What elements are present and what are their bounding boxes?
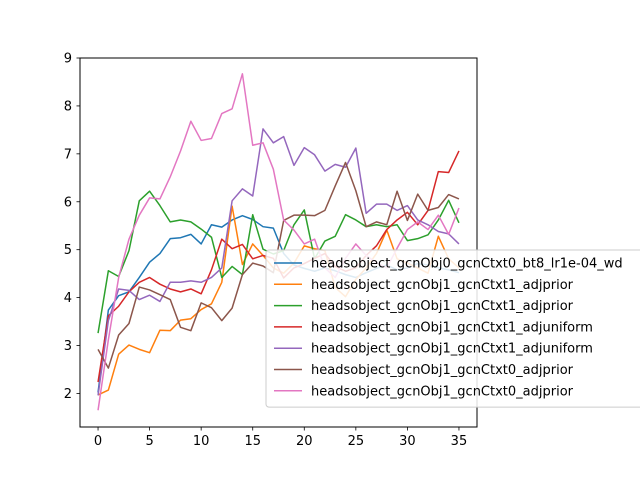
legend-label-5: headsobject_gcnObj1_gcnCtxt1_adjuniform — [311, 342, 593, 357]
x-tick-label: 30 — [399, 434, 416, 449]
y-tick-label: 8 — [64, 99, 72, 114]
y-tick-label: 6 — [64, 195, 72, 210]
legend-label-6: headsobject_gcnObj1_gcnCtxt0_adjprior — [311, 363, 574, 378]
y-tick-label: 2 — [64, 387, 72, 402]
y-tick-label: 5 — [64, 243, 72, 258]
x-tick-label: 20 — [296, 434, 313, 449]
y-tick-label: 9 — [64, 52, 72, 67]
legend: headsobject_gcnObj0_gcnCtxt0_bt8_lr1e-04… — [265, 249, 640, 408]
y-tick-label: 7 — [64, 147, 72, 162]
legend-label-3: headsobject_gcnObj1_gcnCtxt1_adjprior — [311, 299, 574, 314]
series-line-7 — [97, 73, 460, 411]
y-axis: 2 3 4 5 6 7 8 9 — [64, 52, 80, 402]
legend-label-1: headsobject_gcnObj0_gcnCtxt0_bt8_lr1e-04… — [311, 257, 623, 272]
x-tick-label: 25 — [348, 434, 365, 449]
x-tick-label: 0 — [94, 434, 102, 449]
legend-label-7: headsobject_gcnObj1_gcnCtxt0_adjprior — [311, 384, 574, 399]
x-tick-label: 10 — [193, 434, 210, 449]
x-tick-label: 5 — [145, 434, 153, 449]
legend-box — [265, 249, 640, 408]
y-tick-label: 4 — [64, 291, 72, 306]
legend-label-2: headsobject_gcnObj1_gcnCtxt1_adjprior — [311, 278, 574, 293]
x-tick-label: 15 — [244, 434, 261, 449]
x-axis: 0 5 10 15 20 25 30 35 — [94, 427, 467, 449]
series-line-6 — [97, 161, 460, 369]
plot-lines — [97, 73, 460, 411]
plot-frame — [79, 57, 478, 428]
y-tick-label: 3 — [64, 339, 72, 354]
x-tick-label: 35 — [451, 434, 468, 449]
legend-label-4: headsobject_gcnObj1_gcnCtxt1_adjuniform — [311, 320, 593, 335]
series-line-5 — [97, 128, 460, 396]
